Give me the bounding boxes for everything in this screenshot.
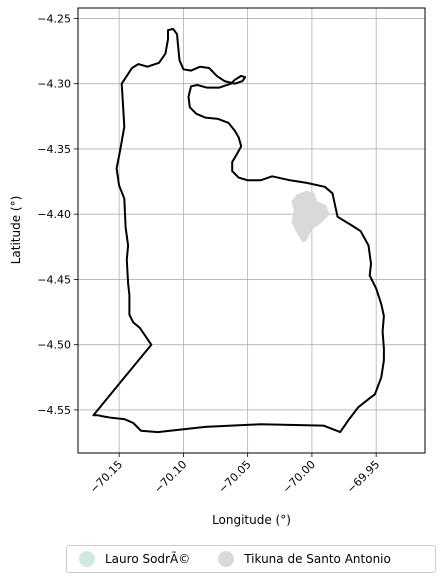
territory-layer [291,190,330,243]
territory-tikuna-polygon [291,190,330,243]
boundary-layer [92,27,385,434]
x-tick-label: −70.05 [216,458,254,496]
x-tick-label: −70.10 [152,458,190,496]
y-tick-label: −4.45 [37,273,71,286]
y-tick-label: −4.30 [37,78,71,91]
legend-swatch-lauro-sodre [79,551,95,567]
boundary-outline [92,27,385,434]
y-tick-label: −4.25 [37,12,71,25]
legend-item-tikuna: Tikuna de Santo Antonio [218,551,391,567]
legend-label-tikuna: Tikuna de Santo Antonio [244,552,391,566]
x-axis-label: Longitude (°) [212,513,291,527]
x-tick-label: −70.15 [87,458,125,496]
plot-background [78,8,425,453]
legend: Lauro SodrÃ© Tikuna de Santo Antonio [66,545,436,573]
y-tick-label: −4.55 [37,404,71,417]
y-tick-label: −4.40 [37,208,71,221]
x-tick-label: −70.00 [280,458,318,496]
legend-label-lauro-sodre: Lauro SodrÃ© [105,552,191,566]
y-tick-label: −4.35 [37,143,71,156]
y-axis-label: Latitude (°) [9,196,23,265]
y-tick-label: −4.50 [37,339,71,352]
legend-swatch-tikuna [218,551,235,567]
x-tick-label: −69.95 [344,458,382,496]
legend-item-lauro-sodre: Lauro SodrÃ© [79,551,190,567]
grid-lines [78,8,425,453]
plot-frame [77,7,426,454]
